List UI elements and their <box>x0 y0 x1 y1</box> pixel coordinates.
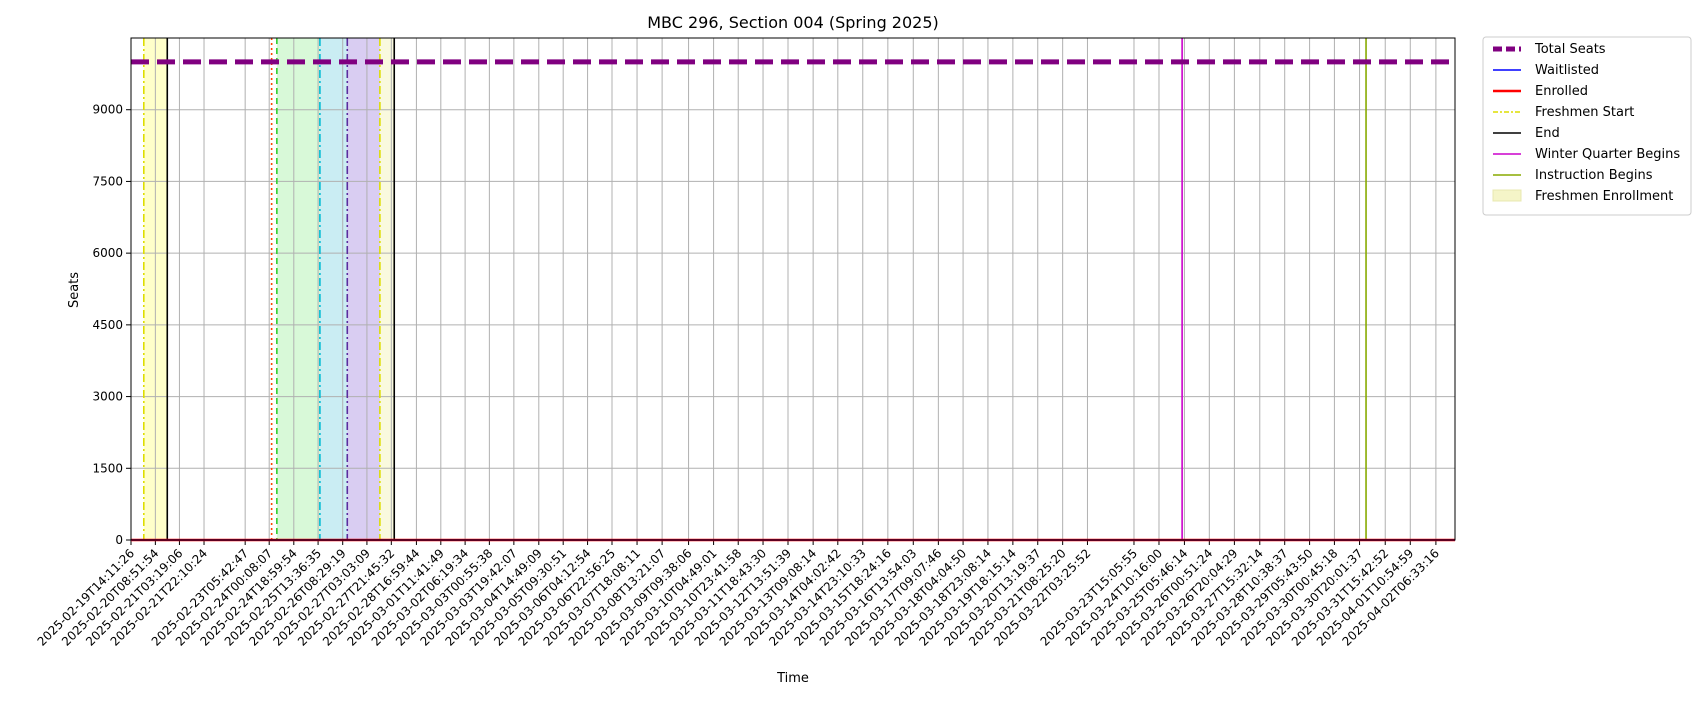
legend-label-total-seats: Total Seats <box>1534 42 1606 57</box>
x-axis-label: Time <box>776 671 809 686</box>
y-tick-label: 6000 <box>92 246 123 260</box>
shaded-period-1 <box>276 38 320 540</box>
legend-label-freshmen-start: Freshmen Start <box>1535 105 1634 120</box>
legend-box <box>1482 36 1692 216</box>
legend-label-end: End <box>1535 126 1560 141</box>
shaded-period-4 <box>379 38 395 540</box>
legend-label-freshmen-enrollment: Freshmen Enrollment <box>1535 189 1673 204</box>
shaded-period-3 <box>347 38 380 540</box>
y-axis-label: Seats <box>67 272 82 308</box>
y-tick-label: 9000 <box>92 103 123 117</box>
legend-swatch-freshmen-enrollment <box>1492 189 1522 202</box>
y-tick-label: 1500 <box>92 461 123 475</box>
axes-frame <box>130 37 1456 541</box>
legend-label-instruction-begins: Instruction Begins <box>1535 168 1653 183</box>
y-tick-label: 4500 <box>92 318 123 332</box>
plot-area: 2025-02-19T14:11:262025-02-20T08:51:5420… <box>35 37 1456 649</box>
y-tick-label: 3000 <box>92 390 123 404</box>
chart-title: MBC 296, Section 004 (Spring 2025) <box>647 13 939 32</box>
legend-label-winter-quarter-begins: Winter Quarter Begins <box>1535 147 1680 162</box>
y-tick-label: 0 <box>115 533 123 547</box>
legend-label-waitlisted: Waitlisted <box>1535 63 1599 78</box>
legend-label-enrolled: Enrolled <box>1535 84 1588 99</box>
legend: Total Seats Waitlisted Enrolled Freshmen St… <box>1482 36 1692 216</box>
y-tick-label: 7500 <box>92 174 123 188</box>
